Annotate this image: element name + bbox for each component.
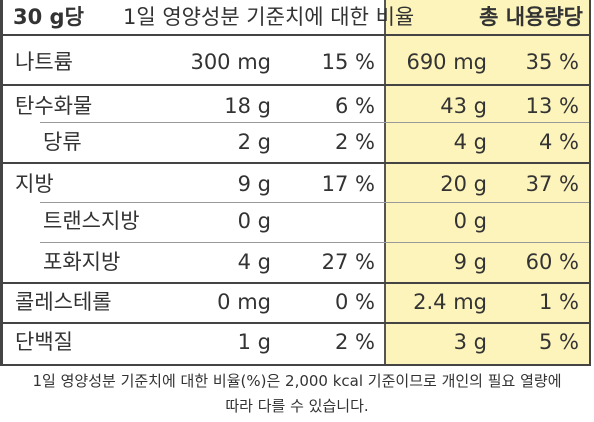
total-percent (499, 199, 579, 243)
nutrient-amount: 9 g (237, 172, 271, 196)
daily-value-header: 1일 영양성분 기준치에 대한 비율 (123, 5, 415, 29)
footnote-line-1: 1일 영양성분 기준치에 대한 비율(%)은 2,000 kcal 기준이므로 … (32, 372, 562, 390)
total-amount: 3 g (453, 330, 487, 354)
nutrient-percent: 27 % (321, 250, 375, 274)
total-amount: 43 g (440, 94, 487, 118)
left-border (0, 0, 3, 365)
total-percent: 5 % (539, 330, 579, 354)
total-column-highlight (385, 0, 590, 365)
table-row-carbohydrate: 탄수화물 18 g 6 % 43 g 13 % (3, 84, 589, 128)
nutrient-amount: 0 mg (217, 290, 271, 314)
nutrient-amount: 4 g (237, 250, 271, 274)
total-amount: 20 g (440, 172, 487, 196)
nutrient-name: 단백질 (15, 330, 73, 354)
total-content-header: 총 내용량당 (479, 5, 583, 29)
nutrient-amount: 0 g (237, 209, 271, 233)
total-amount: 690 mg (406, 50, 487, 74)
row-divider (40, 122, 589, 123)
table-row-trans-fat: 트랜스지방 0 g 0 g (3, 199, 589, 243)
table-row-protein: 단백질 1 g 2 % 3 g 5 % (3, 320, 589, 364)
row-divider (0, 322, 591, 324)
table-row-cholesterol: 콜레스테롤 0 mg 0 % 2.4 mg 1 % (3, 280, 589, 324)
total-percent: 13 % (525, 94, 579, 118)
nutrient-name: 트랜스지방 (43, 209, 140, 233)
total-amount: 2.4 mg (413, 290, 487, 314)
row-divider (0, 282, 591, 284)
serving-size-label: 30 g당 (13, 5, 84, 29)
nutrient-name: 포화지방 (43, 250, 121, 274)
column-divider (384, 0, 386, 365)
nutrient-amount: 18 g (224, 94, 271, 118)
nutrient-percent: 15 % (321, 50, 375, 74)
nutrient-percent: 6 % (335, 94, 375, 118)
nutrient-percent: 0 % (335, 290, 375, 314)
right-border (589, 0, 591, 365)
nutrient-percent (273, 199, 375, 243)
header-divider (0, 34, 591, 36)
nutrient-name: 지방 (15, 172, 54, 196)
table-row-saturated-fat: 포화지방 4 g 27 % 9 g 60 % (3, 240, 589, 284)
nutrient-amount: 2 g (237, 130, 271, 154)
footnote-line-2: 따라 다를 수 있습니다. (225, 397, 369, 415)
nutrient-name: 당류 (43, 130, 82, 154)
total-percent: 37 % (525, 172, 579, 196)
total-amount: 9 g (453, 250, 487, 274)
total-percent: 1 % (539, 290, 579, 314)
table-row-sodium: 나트륨 300 mg 15 % 690 mg 35 % (3, 40, 589, 84)
nutrient-name: 콜레스테롤 (15, 290, 112, 314)
nutrient-percent: 2 % (335, 330, 375, 354)
row-divider (40, 242, 589, 243)
nutrient-name: 나트륨 (15, 50, 73, 74)
total-amount: 0 g (453, 209, 487, 233)
table-row-sugars: 당류 2 g 2 % 4 g 4 % (3, 120, 589, 164)
table-bottom-border (0, 364, 591, 366)
row-divider (0, 84, 591, 86)
total-percent: 4 % (539, 130, 579, 154)
total-percent: 60 % (525, 250, 579, 274)
total-percent: 35 % (525, 50, 579, 74)
row-divider (0, 162, 591, 164)
nutrient-percent: 17 % (321, 172, 375, 196)
total-amount: 4 g (453, 130, 487, 154)
nutrient-percent: 2 % (335, 130, 375, 154)
header-row: 30 g당 1일 영양성분 기준치에 대한 비율 총 내용량당 (3, 0, 589, 34)
nutrient-amount: 300 mg (190, 50, 271, 74)
row-divider (40, 202, 589, 203)
table-row-fat: 지방 9 g 17 % 20 g 37 % (3, 162, 589, 206)
footnote: 1일 영양성분 기준치에 대한 비율(%)은 2,000 kcal 기준이므로 … (0, 367, 594, 421)
nutrient-amount: 1 g (237, 330, 271, 354)
nutrient-name: 탄수화물 (15, 94, 93, 118)
